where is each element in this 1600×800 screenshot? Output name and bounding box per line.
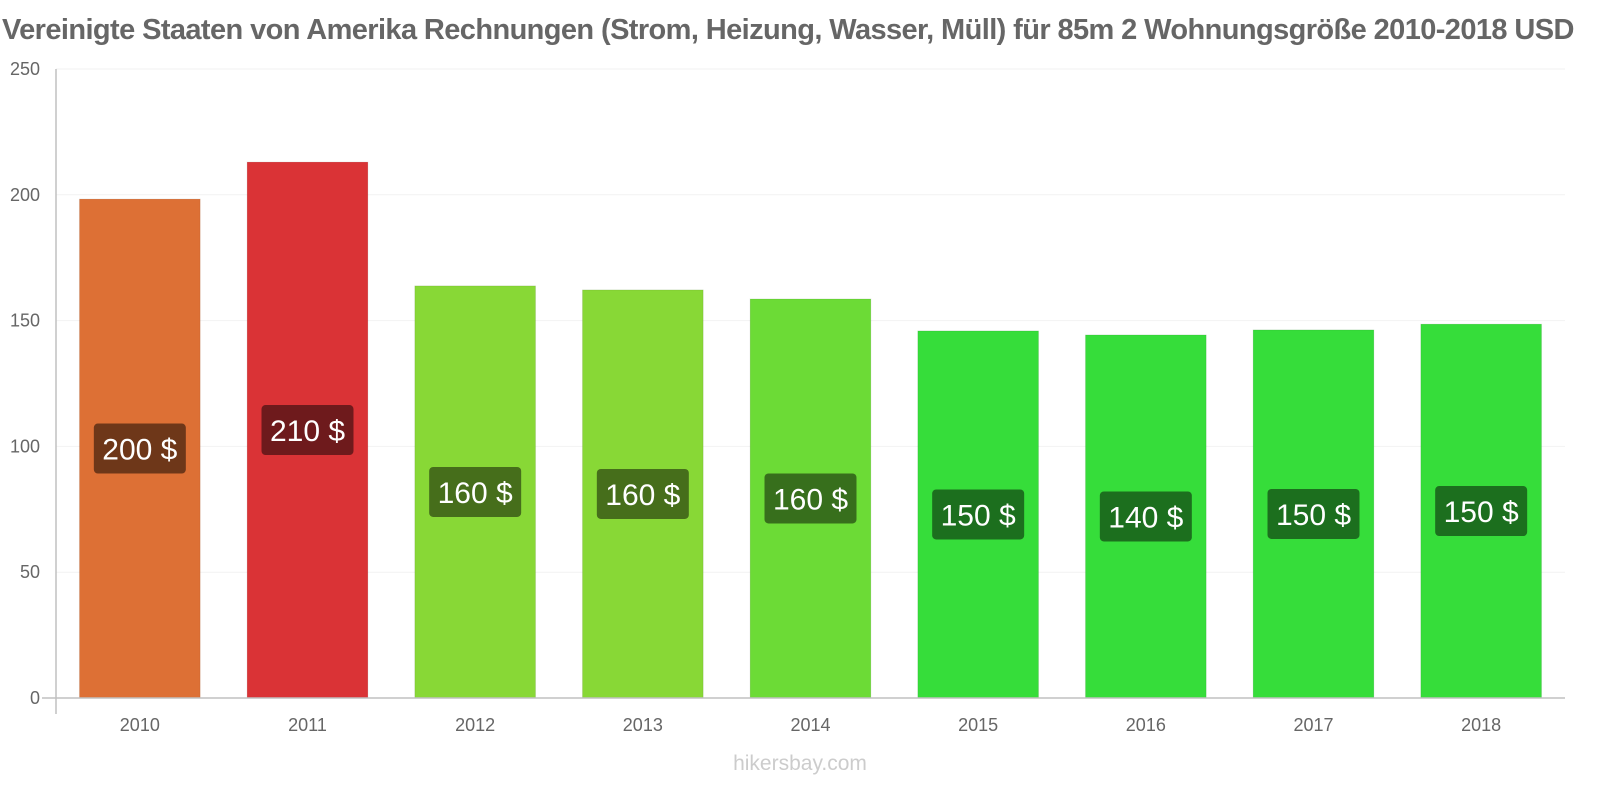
y-tick-label: 50 (20, 562, 40, 582)
x-tick-label: 2012 (455, 715, 495, 735)
value-label-box (261, 405, 354, 456)
value-label: 150 $ (941, 499, 1016, 532)
value-label-box (932, 489, 1025, 540)
value-label-box (1099, 491, 1192, 542)
x-tick-label: 2017 (1293, 715, 1333, 735)
value-label-box (596, 468, 689, 519)
value-label: 160 $ (773, 483, 848, 516)
value-labels: 200 $ 210 $ 160 $ 160 $ 160 $ 150 $ 140 $ 150 $… (93, 405, 1528, 542)
value-label: 150 $ (1444, 496, 1519, 529)
watermark: hikersbay.com (733, 752, 867, 775)
value-label-box (93, 423, 186, 474)
y-tick-label: 0 (30, 688, 40, 708)
value-label: 160 $ (605, 479, 680, 512)
x-tick-label: 2018 (1461, 715, 1501, 735)
value-label-box (1435, 486, 1528, 537)
chart-title: Vereinigte Staaten von Amerika Rechnunge… (2, 14, 1574, 46)
y-tick-label: 100 (10, 436, 40, 456)
x-tick-label: 2013 (623, 715, 663, 735)
y-tick-label: 150 (10, 311, 40, 331)
value-label-box (1267, 488, 1360, 539)
value-label: 200 $ (102, 434, 177, 467)
axes: 0 50 100 150 200 250 2010 2011 2012 2013 2014 2015 2… (10, 59, 1565, 735)
value-label: 140 $ (1108, 501, 1183, 534)
value-label: 150 $ (1276, 499, 1351, 532)
x-tick-label: 2015 (958, 715, 998, 735)
value-label-box (764, 473, 857, 524)
y-tick-label: 250 (10, 59, 40, 79)
x-tick-label: 2014 (790, 715, 830, 735)
x-tick-label: 2016 (1126, 715, 1166, 735)
value-label: 210 $ (270, 415, 345, 448)
y-tick-label: 200 (10, 185, 40, 205)
value-label: 160 $ (438, 477, 513, 510)
value-label-box (429, 466, 522, 517)
x-tick-label: 2011 (288, 715, 327, 735)
x-tick-label: 2010 (120, 715, 160, 735)
